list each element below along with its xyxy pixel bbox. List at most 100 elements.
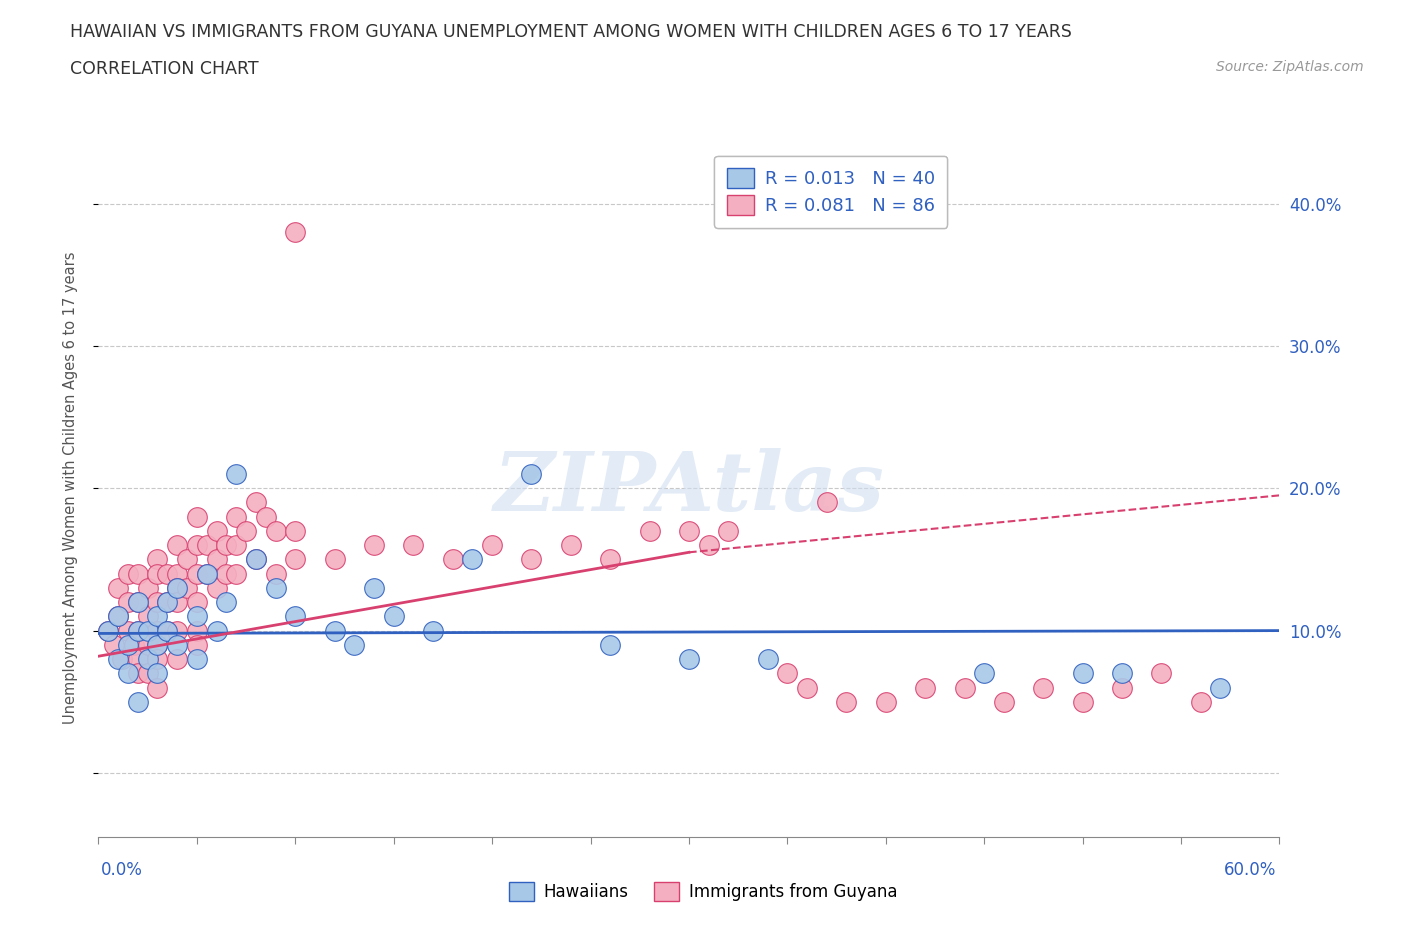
Point (1189, 695, 1212, 710)
Point (195, 566, 218, 581)
Point (117, 594, 139, 609)
Point (323, 623, 346, 638)
Point (107, 609, 129, 624)
Point (127, 566, 149, 581)
Point (166, 637, 188, 652)
Point (117, 637, 139, 652)
Point (107, 609, 129, 624)
Point (520, 552, 543, 567)
Point (914, 680, 936, 695)
Point (382, 609, 405, 624)
Point (127, 666, 149, 681)
Point (953, 680, 976, 695)
Point (481, 538, 503, 552)
Point (146, 637, 169, 652)
Point (264, 524, 287, 538)
Text: 60.0%: 60.0% (1225, 860, 1277, 879)
Point (107, 652, 129, 667)
Legend: Hawaiians, Immigrants from Guyana: Hawaiians, Immigrants from Guyana (502, 876, 904, 908)
Point (136, 609, 159, 624)
Point (117, 666, 139, 681)
Point (461, 552, 484, 567)
Point (166, 623, 188, 638)
Point (146, 666, 169, 681)
Point (815, 495, 838, 510)
Point (136, 637, 159, 652)
Point (166, 580, 188, 595)
Point (678, 524, 700, 538)
Point (422, 623, 444, 638)
Point (127, 652, 149, 667)
Point (363, 538, 385, 552)
Point (176, 552, 198, 567)
Point (127, 695, 149, 710)
Point (136, 666, 159, 681)
Point (245, 495, 267, 510)
Point (186, 652, 208, 667)
Point (117, 623, 139, 638)
Point (97, 623, 120, 638)
Point (402, 538, 425, 552)
Point (166, 652, 188, 667)
Point (97, 623, 120, 638)
Point (127, 594, 149, 609)
Point (195, 566, 218, 581)
Point (156, 623, 179, 638)
Point (103, 637, 125, 652)
Point (638, 524, 661, 538)
Point (225, 467, 247, 482)
Point (284, 224, 307, 239)
Point (284, 524, 307, 538)
Point (756, 652, 779, 667)
Point (225, 510, 247, 525)
Point (520, 467, 543, 482)
Point (235, 524, 257, 538)
Point (678, 652, 700, 667)
Point (166, 566, 188, 581)
Point (166, 594, 188, 609)
Point (284, 552, 307, 567)
Point (973, 666, 995, 681)
Point (186, 510, 208, 525)
Point (146, 680, 169, 695)
Point (717, 524, 740, 538)
Point (205, 552, 228, 567)
Point (1209, 680, 1232, 695)
Point (127, 594, 149, 609)
Point (245, 552, 267, 567)
Point (284, 609, 307, 624)
Point (136, 580, 159, 595)
Point (323, 552, 346, 567)
Point (166, 538, 188, 552)
Point (146, 594, 169, 609)
Point (215, 566, 238, 581)
Point (245, 552, 267, 567)
Point (146, 623, 169, 638)
Point (127, 623, 149, 638)
Point (599, 552, 621, 567)
Point (215, 538, 238, 552)
Point (264, 580, 287, 595)
Point (215, 594, 238, 609)
Point (146, 552, 169, 567)
Point (146, 566, 169, 581)
Point (156, 623, 179, 638)
Point (205, 623, 228, 638)
Point (146, 609, 169, 624)
Point (1150, 666, 1173, 681)
Text: ZIPAtlas: ZIPAtlas (494, 448, 884, 528)
Point (560, 538, 582, 552)
Point (195, 538, 218, 552)
Point (1071, 666, 1094, 681)
Point (1111, 666, 1133, 681)
Point (835, 695, 858, 710)
Point (146, 637, 169, 652)
Point (186, 566, 208, 581)
Text: 0.0%: 0.0% (101, 860, 143, 879)
Point (1032, 680, 1054, 695)
Point (166, 580, 188, 595)
Point (1111, 680, 1133, 695)
Point (136, 652, 159, 667)
Y-axis label: Unemployment Among Women with Children Ages 6 to 17 years: Unemployment Among Women with Children A… (63, 252, 77, 724)
Point (186, 623, 208, 638)
